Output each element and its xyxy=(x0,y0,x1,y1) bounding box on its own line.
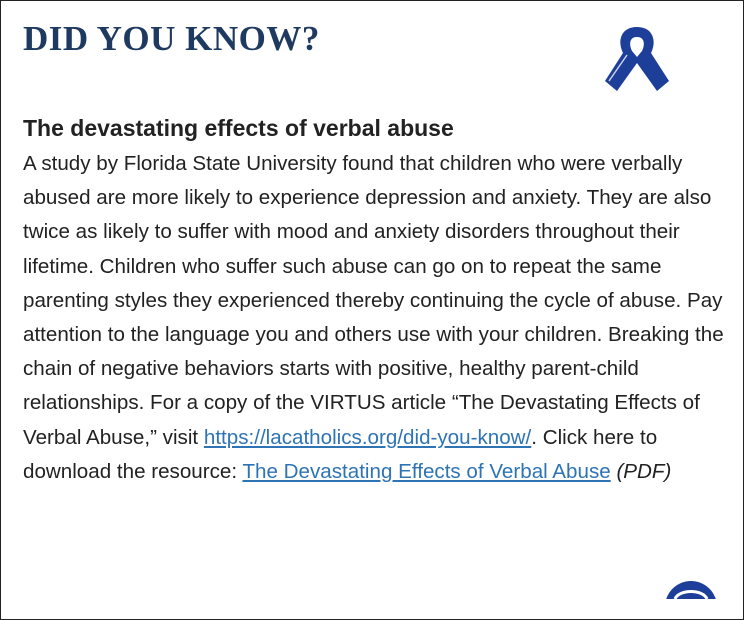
title: DID YOU KNOW? xyxy=(23,19,320,58)
body-intro: A study by Florida State University foun… xyxy=(23,152,724,449)
format-note: (PDF) xyxy=(616,459,672,483)
bottom-icon xyxy=(666,581,716,599)
link-resource[interactable]: The Devastating Effects of Verbal Abuse xyxy=(242,459,611,483)
ribbon-icon xyxy=(605,27,669,91)
heading: The devastating effects of verbal abuse xyxy=(23,115,454,141)
body-middle: . Click here to download the resource: xyxy=(23,425,658,483)
link-url[interactable]: https://lacatholics.org/did-you-know/ xyxy=(203,425,532,449)
body-text: A study by Florida State University foun… xyxy=(23,147,729,489)
